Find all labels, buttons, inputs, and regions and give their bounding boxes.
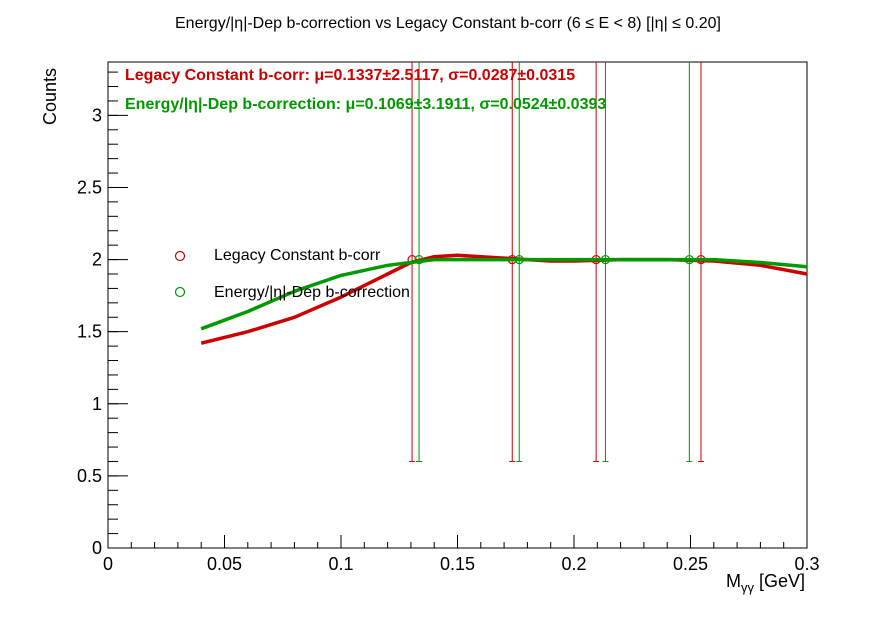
y-tick-label: 0 [92,538,102,558]
x-tick-label: 0.3 [794,554,819,574]
x-axis-label-main: M [726,571,741,591]
y-tick-label: 2 [92,250,102,270]
y-tick-label: 2.5 [77,177,102,197]
x-tick-label: 0.05 [207,554,242,574]
x-tick-label: 0.25 [673,554,708,574]
x-axis-label-unit: [GeV] [754,571,805,591]
x-axis-label-sub: γγ [741,580,755,595]
plot-frame [107,61,808,549]
fit-curve-energy [200,257,808,331]
x-tick-label: 0 [103,554,113,574]
x-tick-label: 0.15 [440,554,475,574]
data-point-energy [600,254,611,265]
y-tick-label: 3 [92,105,102,125]
legend-marker-legacy [174,250,186,262]
y-tick-label: 1 [92,394,102,414]
legacy-stats-label: Legacy Constant b-corr: μ=0.1337±2.5117,… [125,67,575,84]
y-tick-label: 0.5 [77,466,102,486]
y-axis: 0 0.5 1 1.5 2 2.5 3 [77,71,128,558]
legend-label-energy: Energy/|η|-Dep b-correction [214,284,410,301]
legend-marker-energy [174,286,186,298]
data-point-energy [514,254,524,265]
x-tick-label: 0.2 [561,554,586,574]
x-axis: 0 0.05 0.1 0.15 0.2 0.25 0.3 [103,535,820,574]
data-point-energy [414,254,424,265]
y-axis-label: Counts [40,68,60,125]
legend-label-legacy: Legacy Constant b-corr [214,247,381,264]
energy-stats-label: Energy/|η|-Dep b-correction: μ=0.1069±3.… [125,96,606,113]
series-energy [200,62,808,462]
legend: Legacy Constant b-corr Energy/|η|-Dep b-… [174,247,410,301]
x-axis-label: Mγγ [GeV] [726,571,805,595]
series-layer [200,62,808,462]
chart-title: Energy/|η|-Dep b-correction vs Legacy Co… [175,15,721,32]
y-tick-label: 1.5 [77,322,102,342]
data-point-energy [684,254,694,265]
x-tick-label: 0.1 [328,554,353,574]
